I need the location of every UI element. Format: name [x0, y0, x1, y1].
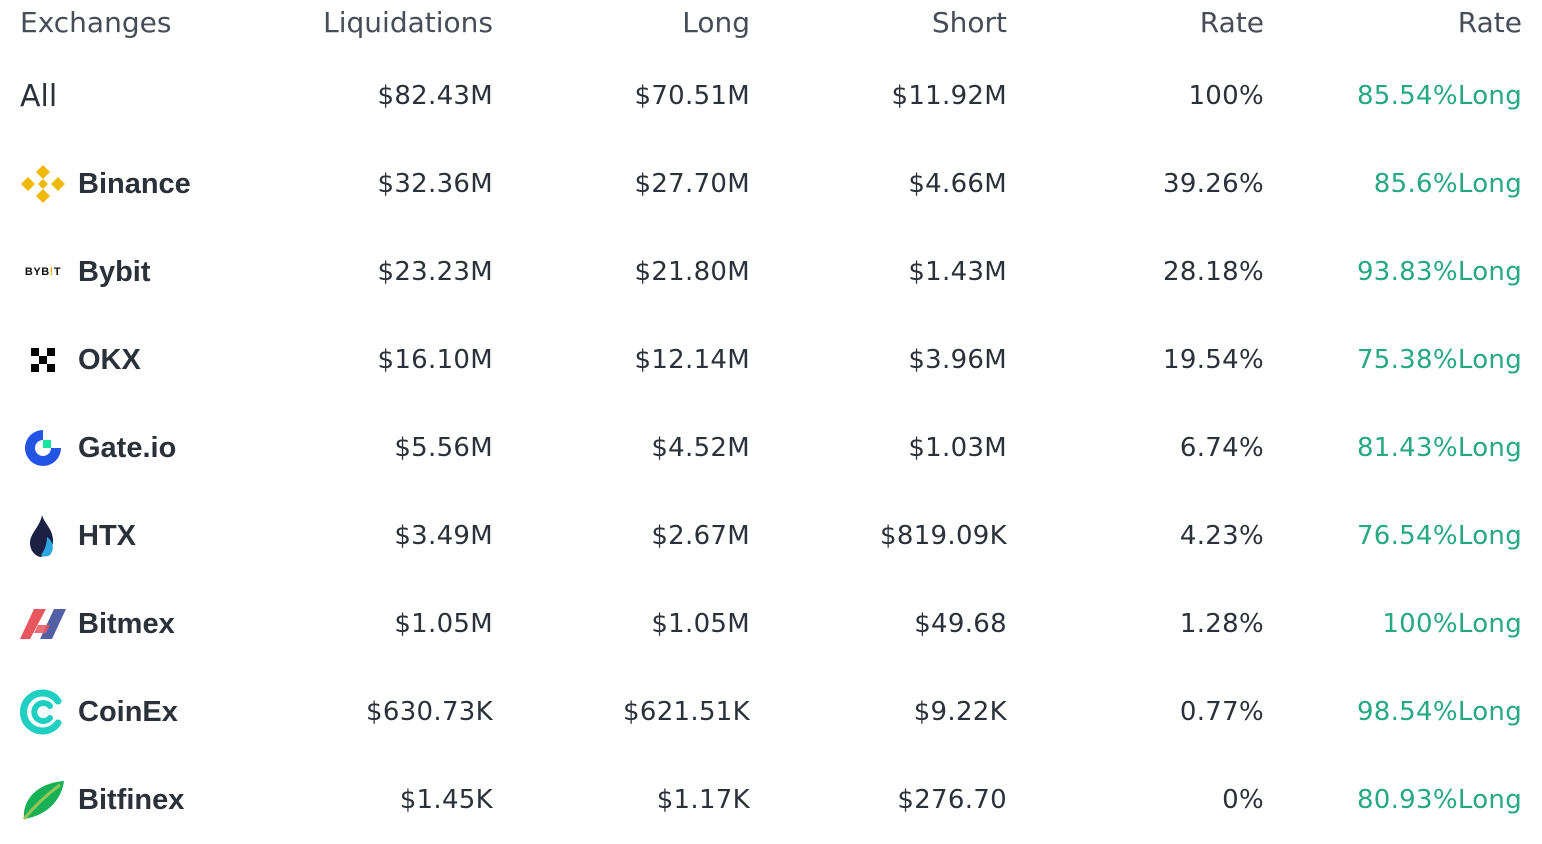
- binance-logo-icon: [20, 161, 66, 207]
- column-header-long[interactable]: Long: [682, 6, 750, 39]
- long-value: $21.80M: [634, 257, 750, 287]
- rate-value: 6.74%: [1179, 433, 1264, 463]
- liquidations-table: Exchanges Liquidations Long Short Rate R…: [20, 0, 1522, 844]
- exchange-name-coinex: CoinEx: [78, 695, 178, 728]
- short-value: $819.09K: [880, 521, 1007, 551]
- short-value: $1.43M: [908, 257, 1007, 287]
- short-value: $1.03M: [908, 433, 1007, 463]
- rate-value: 4.23%: [1179, 521, 1264, 551]
- long-value: $4.52M: [651, 433, 750, 463]
- exchange-name-bybit: Bybit: [78, 255, 151, 288]
- column-header-long-short-rate[interactable]: Rate: [1457, 6, 1522, 39]
- rate-value: 0%: [1222, 785, 1264, 815]
- short-value: $49.68: [914, 609, 1007, 639]
- table-row-coinex[interactable]: CoinEx $630.73K $621.51K $9.22K 0.77% 98…: [20, 668, 1522, 756]
- bitfinex-logo-icon: [20, 777, 66, 823]
- liquidations-value: $1.05M: [394, 609, 493, 639]
- liquidations-value: $5.56M: [394, 433, 493, 463]
- table-row-gateio[interactable]: Gate.io $5.56M $4.52M $1.03M 6.74% 81.43…: [20, 404, 1522, 492]
- exchange-name-binance: Binance: [78, 167, 191, 200]
- long-value: $1.05M: [651, 609, 750, 639]
- rate-value: 19.54%: [1163, 345, 1264, 375]
- exchange-name-all: All: [20, 78, 58, 114]
- long-ratio-value: 81.43%Long: [1356, 433, 1522, 463]
- exchange-name-htx: HTX: [78, 519, 136, 552]
- htx-logo-icon: [20, 513, 66, 559]
- exchange-name-bitmex: Bitmex: [78, 607, 175, 640]
- liquidations-value: $3.49M: [394, 521, 493, 551]
- column-header-short[interactable]: Short: [931, 6, 1007, 39]
- column-header-rate[interactable]: Rate: [1199, 6, 1264, 39]
- coinex-logo-icon: [20, 689, 66, 735]
- table-row-htx[interactable]: HTX $3.49M $2.67M $819.09K 4.23% 76.54%L…: [20, 492, 1522, 580]
- bitmex-logo-icon: [20, 601, 66, 647]
- long-ratio-value: 75.38%Long: [1356, 345, 1522, 375]
- liquidations-value: $630.73K: [366, 697, 493, 727]
- table-row-binance[interactable]: Binance $32.36M $27.70M $4.66M 39.26% 85…: [20, 140, 1522, 228]
- long-value: $1.17K: [656, 785, 750, 815]
- long-value: $12.14M: [634, 345, 750, 375]
- long-ratio-value: 98.54%Long: [1356, 697, 1522, 727]
- long-ratio-value: 85.54%Long: [1356, 81, 1522, 111]
- table-row-bybit[interactable]: BYB!T Bybit $23.23M $21.80M $1.43M 28.18…: [20, 228, 1522, 316]
- rate-value: 28.18%: [1163, 257, 1264, 287]
- rate-value: 1.28%: [1179, 609, 1264, 639]
- exchange-name-okx: OKX: [78, 343, 141, 376]
- short-value: $3.96M: [908, 345, 1007, 375]
- short-value: $276.70: [897, 785, 1007, 815]
- long-ratio-value: 76.54%Long: [1356, 521, 1522, 551]
- long-value: $27.70M: [634, 169, 750, 199]
- long-ratio-value: 85.6%Long: [1373, 169, 1522, 199]
- table-header: Exchanges Liquidations Long Short Rate R…: [20, 0, 1522, 52]
- short-value: $9.22K: [913, 697, 1007, 727]
- long-ratio-value: 93.83%Long: [1356, 257, 1522, 287]
- table-row-all[interactable]: All $82.43M $70.51M $11.92M 100% 85.54%L…: [20, 52, 1522, 140]
- liquidations-value: $1.45K: [399, 785, 493, 815]
- rate-value: 0.77%: [1179, 697, 1264, 727]
- column-header-liquidations[interactable]: Liquidations: [323, 6, 493, 39]
- table-row-okx[interactable]: OKX $16.10M $12.14M $3.96M 19.54% 75.38%…: [20, 316, 1522, 404]
- table-row-bitfinex[interactable]: Bitfinex $1.45K $1.17K $276.70 0% 80.93%…: [20, 756, 1522, 844]
- long-ratio-value: 100%Long: [1382, 609, 1522, 639]
- liquidations-value: $32.36M: [377, 169, 493, 199]
- okx-logo-icon: [20, 337, 66, 383]
- exchange-name-gateio: Gate.io: [78, 431, 177, 464]
- bybit-logo-icon: BYB!T: [24, 266, 62, 278]
- long-value: $2.67M: [651, 521, 750, 551]
- liquidations-value: $82.43M: [377, 81, 493, 111]
- gateio-logo-icon: [20, 425, 66, 471]
- short-value: $11.92M: [891, 81, 1007, 111]
- short-value: $4.66M: [908, 169, 1007, 199]
- column-header-exchanges[interactable]: Exchanges: [20, 6, 172, 39]
- exchange-name-bitfinex: Bitfinex: [78, 783, 185, 816]
- liquidations-value: $16.10M: [377, 345, 493, 375]
- rate-value: 39.26%: [1163, 169, 1264, 199]
- table-row-bitmex[interactable]: Bitmex $1.05M $1.05M $49.68 1.28% 100%Lo…: [20, 580, 1522, 668]
- long-value: $621.51K: [623, 697, 750, 727]
- rate-value: 100%: [1188, 81, 1264, 111]
- long-value: $70.51M: [634, 81, 750, 111]
- liquidations-value: $23.23M: [377, 257, 493, 287]
- long-ratio-value: 80.93%Long: [1356, 785, 1522, 815]
